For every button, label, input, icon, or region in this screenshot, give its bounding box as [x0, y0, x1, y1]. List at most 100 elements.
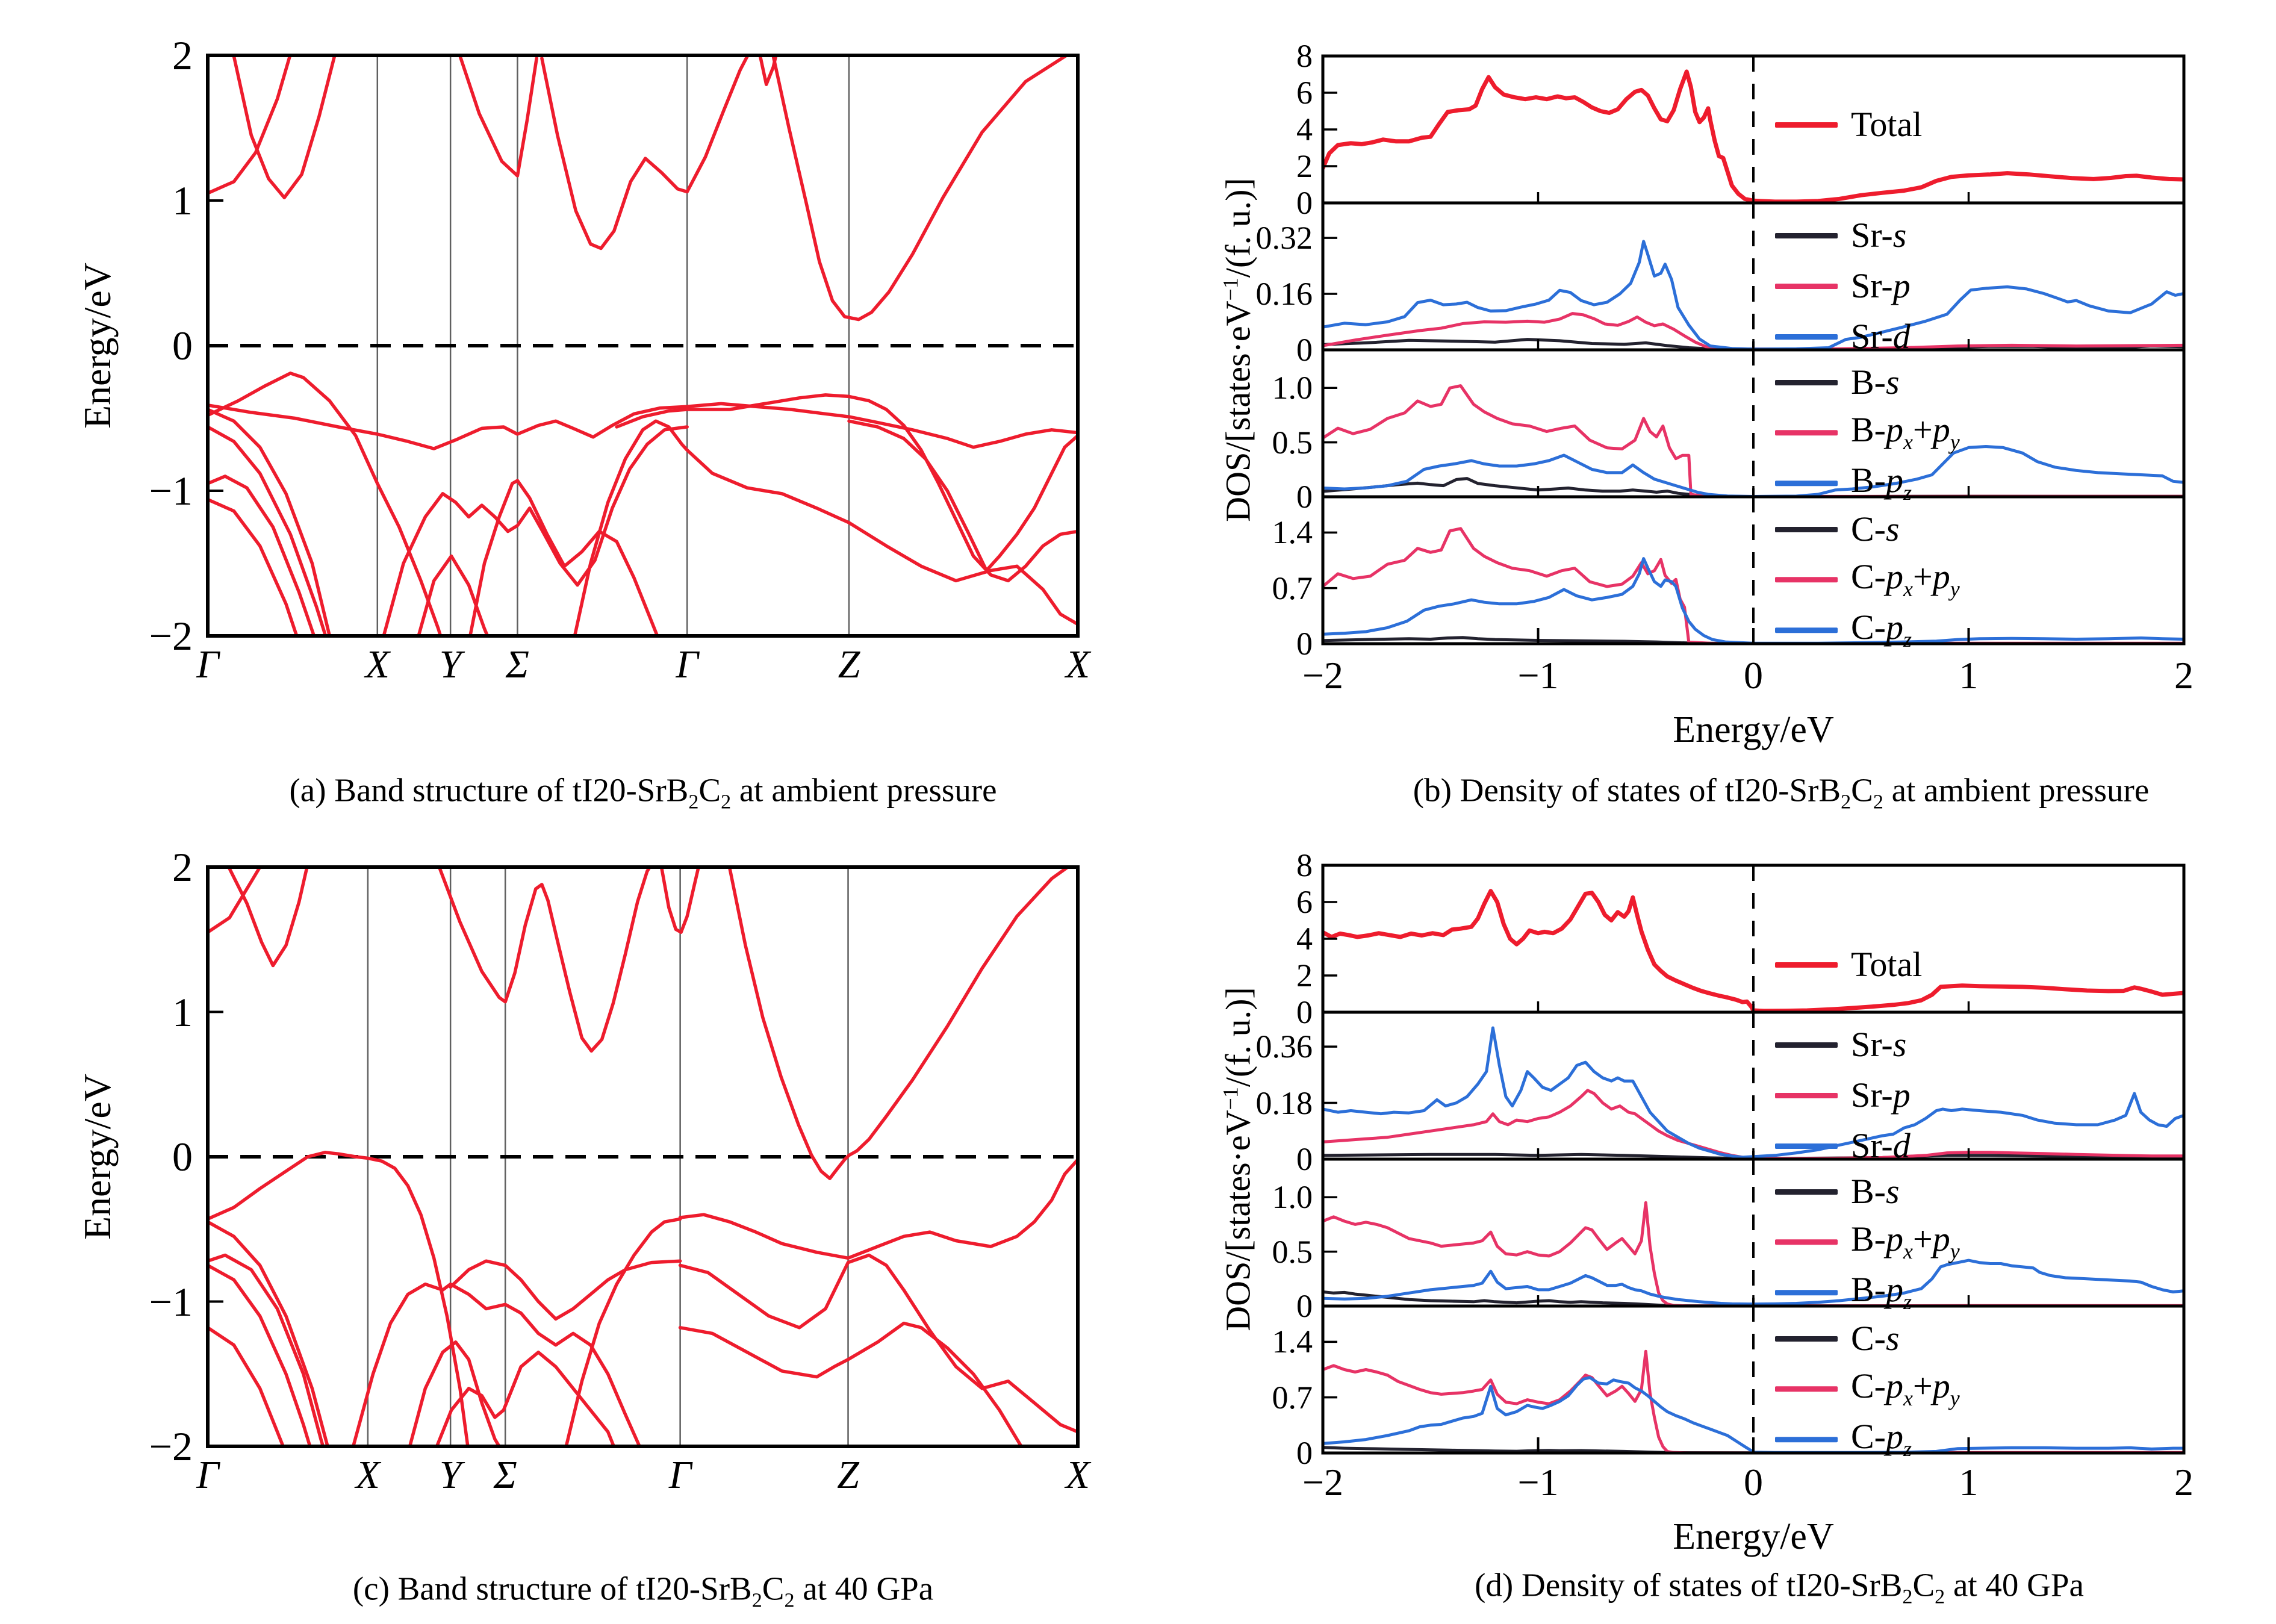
- band-curve-a-17: [847, 419, 1078, 573]
- legend-line-sample: [1775, 1437, 1838, 1443]
- dos-series-total: [1323, 889, 2184, 1012]
- legend-item-c-pxpy: C-px+py: [1775, 559, 1960, 600]
- legend-line-sample: [1775, 283, 1838, 289]
- legend-label: Sr-p: [1851, 266, 1911, 305]
- legend-label: Sr-s: [1851, 216, 1907, 255]
- dos-series-b-pxpy: [1323, 1201, 2184, 1306]
- y-axis-title: DOS/[states·eV−1/(f. u.)]: [1218, 178, 1258, 522]
- band-curve-a-15: [468, 479, 659, 636]
- x-tick-label: −2: [1302, 1461, 1344, 1504]
- band-curve-a-12: [208, 497, 299, 636]
- y-tick-label: 0: [1296, 185, 1313, 221]
- y-tick-label: 1.0: [1272, 1179, 1313, 1216]
- legend-line-sample: [1775, 334, 1838, 340]
- legend-line-sample: [1775, 1290, 1838, 1296]
- y-tick-label: −1: [149, 468, 193, 514]
- x-tick-label: 0: [1744, 1461, 1763, 1504]
- band-curve-c-12: [208, 1326, 285, 1446]
- band-curve-a-13: [382, 425, 689, 636]
- legend-item-b-s: B-s: [1775, 1174, 1900, 1209]
- dos-series-sr-d: [1323, 1026, 2184, 1159]
- y-tick-label: 0.5: [1272, 424, 1313, 461]
- legend-line-sample: [1775, 1239, 1838, 1245]
- y-tick-label: 1.4: [1272, 514, 1313, 551]
- k-point-label: Γ: [676, 642, 698, 686]
- y-tick-label: 8: [1296, 847, 1313, 883]
- band-curve-a-0: [208, 55, 292, 195]
- y-axis-title: Energy/eV: [76, 1073, 119, 1240]
- y-tick-label: 1.0: [1272, 370, 1313, 406]
- band-curve-a-1: [232, 55, 337, 199]
- k-point-label: Z: [838, 642, 860, 686]
- caption-panel-b: (b) Density of states of tI20-SrB2C2 at …: [1413, 771, 2150, 814]
- y-tick-label: 1.4: [1272, 1324, 1313, 1360]
- band-curve-c-15: [435, 1350, 616, 1446]
- x-tick-label: 1: [1959, 1461, 1979, 1504]
- legend-line-sample: [1775, 1336, 1838, 1342]
- y-tick-label: 0: [1296, 479, 1313, 515]
- y-tick-label: 6: [1296, 884, 1313, 920]
- legend-line-sample: [1775, 430, 1838, 436]
- k-point-label: Y: [439, 642, 462, 686]
- band-curve-c-3: [659, 867, 700, 934]
- legend-line-sample: [1775, 962, 1838, 968]
- y-tick-label: −2: [149, 1423, 193, 1469]
- k-point-label: Σ: [493, 1453, 517, 1497]
- legend-line-sample: [1775, 627, 1838, 633]
- legend-item-c-s: C-s: [1775, 1321, 1900, 1356]
- legend-item-c-pz: C-pz: [1775, 1419, 1912, 1460]
- band-curve-c-6: [678, 1158, 1078, 1260]
- x-tick-label: 1: [1959, 654, 1979, 697]
- band-curve-a-8: [208, 372, 443, 636]
- k-point-label: Γ: [668, 1453, 692, 1497]
- y-tick-label: 0.32: [1255, 220, 1313, 257]
- x-tick-label: −1: [1517, 654, 1559, 697]
- band-curve-a-3: [540, 55, 750, 250]
- legend-label: Sr-s: [1851, 1025, 1907, 1064]
- dos-series-c-pxpy: [1323, 1349, 2184, 1453]
- band-curve-c-8: [678, 1321, 1024, 1446]
- k-point-label: X: [355, 1453, 381, 1497]
- legend-item-c-pxpy: C-px+py: [1775, 1369, 1960, 1410]
- y-tick-label: 2: [1296, 148, 1313, 184]
- legend-item-sr-p: Sr-p: [1775, 269, 1911, 303]
- dos-series-b-pxpy: [1323, 384, 2184, 497]
- legend-label: B-px+py: [1851, 1219, 1960, 1263]
- y-tick-label: −1: [149, 1278, 193, 1325]
- band-curve-c-9: [208, 1220, 329, 1446]
- band-curve-a-5: [771, 55, 1070, 322]
- k-point-label: Γ: [196, 1453, 219, 1497]
- x-tick-label: 2: [2174, 1461, 2194, 1504]
- legend-item-sr-s: Sr-s: [1775, 1027, 1906, 1062]
- y-tick-label: 0.7: [1272, 1379, 1313, 1416]
- legend-label: C-s: [1851, 1319, 1900, 1358]
- dos-series-c-pz: [1323, 557, 2184, 644]
- legend-line-sample: [1775, 1143, 1838, 1149]
- legend-line-sample: [1775, 481, 1838, 487]
- y-tick-label: 0: [1296, 1435, 1313, 1471]
- k-point-label: Y: [439, 1453, 462, 1497]
- dos-series-b-pz: [1323, 1258, 2184, 1306]
- k-point-label: X: [1065, 642, 1090, 686]
- legend-item-sr-p: Sr-p: [1775, 1078, 1911, 1113]
- x-tick-label: 0: [1744, 654, 1763, 697]
- band-curve-c-11: [208, 1263, 312, 1446]
- band-curve-c-10: [208, 1253, 325, 1446]
- k-point-label: Σ: [505, 642, 530, 686]
- y-tick-label: 0: [172, 1134, 193, 1180]
- legend-item-sr-s: Sr-s: [1775, 218, 1906, 253]
- legend-label: B-pz: [1851, 1270, 1912, 1314]
- x-axis-title: Energy/eV: [1673, 709, 1834, 750]
- y-tick-label: −2: [149, 613, 193, 659]
- band-curve-a-6: [208, 402, 1078, 450]
- y-tick-label: 0: [172, 323, 193, 369]
- band-curve-c-7: [678, 1253, 1078, 1434]
- legend-label: C-px+py: [1851, 1366, 1960, 1410]
- legend-item-total: Total: [1775, 947, 1922, 982]
- y-tick-label: 0: [1296, 994, 1313, 1030]
- y-tick-label: 4: [1296, 111, 1313, 148]
- y-tick-label: 1: [172, 989, 193, 1035]
- y-tick-label: 0: [1296, 1288, 1313, 1324]
- band-curve-a-16: [573, 419, 1078, 636]
